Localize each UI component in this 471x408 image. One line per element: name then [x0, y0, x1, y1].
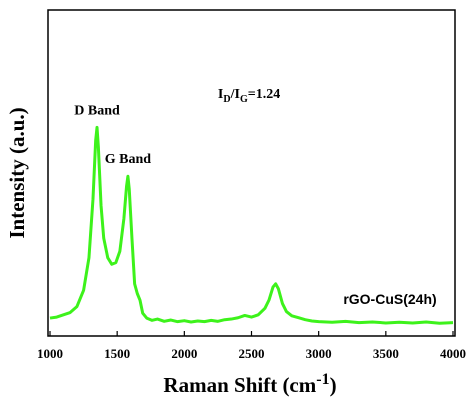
ratio-annotation: ID/IG=1.24 — [218, 87, 280, 105]
x-label-text: Raman Shift (cm — [163, 373, 316, 397]
ratio-subscript: D — [223, 94, 230, 105]
x-tick-label: 3000 — [306, 346, 332, 361]
x-tick-label: 1000 — [37, 346, 63, 361]
ratio-text: /I — [230, 87, 240, 102]
x-tick-label: 2000 — [171, 346, 197, 361]
legend-label: rGO-CuS(24h) — [343, 291, 436, 307]
x-label-sup: -1 — [316, 371, 329, 388]
spectrum-line — [49, 125, 454, 325]
y-axis-title: Intensity (a.u.) — [5, 107, 29, 238]
x-label-end: ) — [330, 373, 337, 397]
x-axis-title: Raman Shift (cm-1) — [163, 371, 336, 397]
ratio-text: =1.24 — [248, 87, 280, 102]
ratio-subscript: G — [240, 94, 248, 105]
ratio-text: I — [218, 87, 223, 102]
plot-frame — [47, 9, 456, 337]
x-tick-label: 1500 — [104, 346, 130, 361]
x-tick-label: 3500 — [373, 346, 399, 361]
peak-label: G Band — [105, 152, 152, 167]
x-tick-label: 4000 — [440, 346, 466, 361]
x-tick-label: 2500 — [239, 346, 265, 361]
peak-label: D Band — [74, 103, 120, 118]
